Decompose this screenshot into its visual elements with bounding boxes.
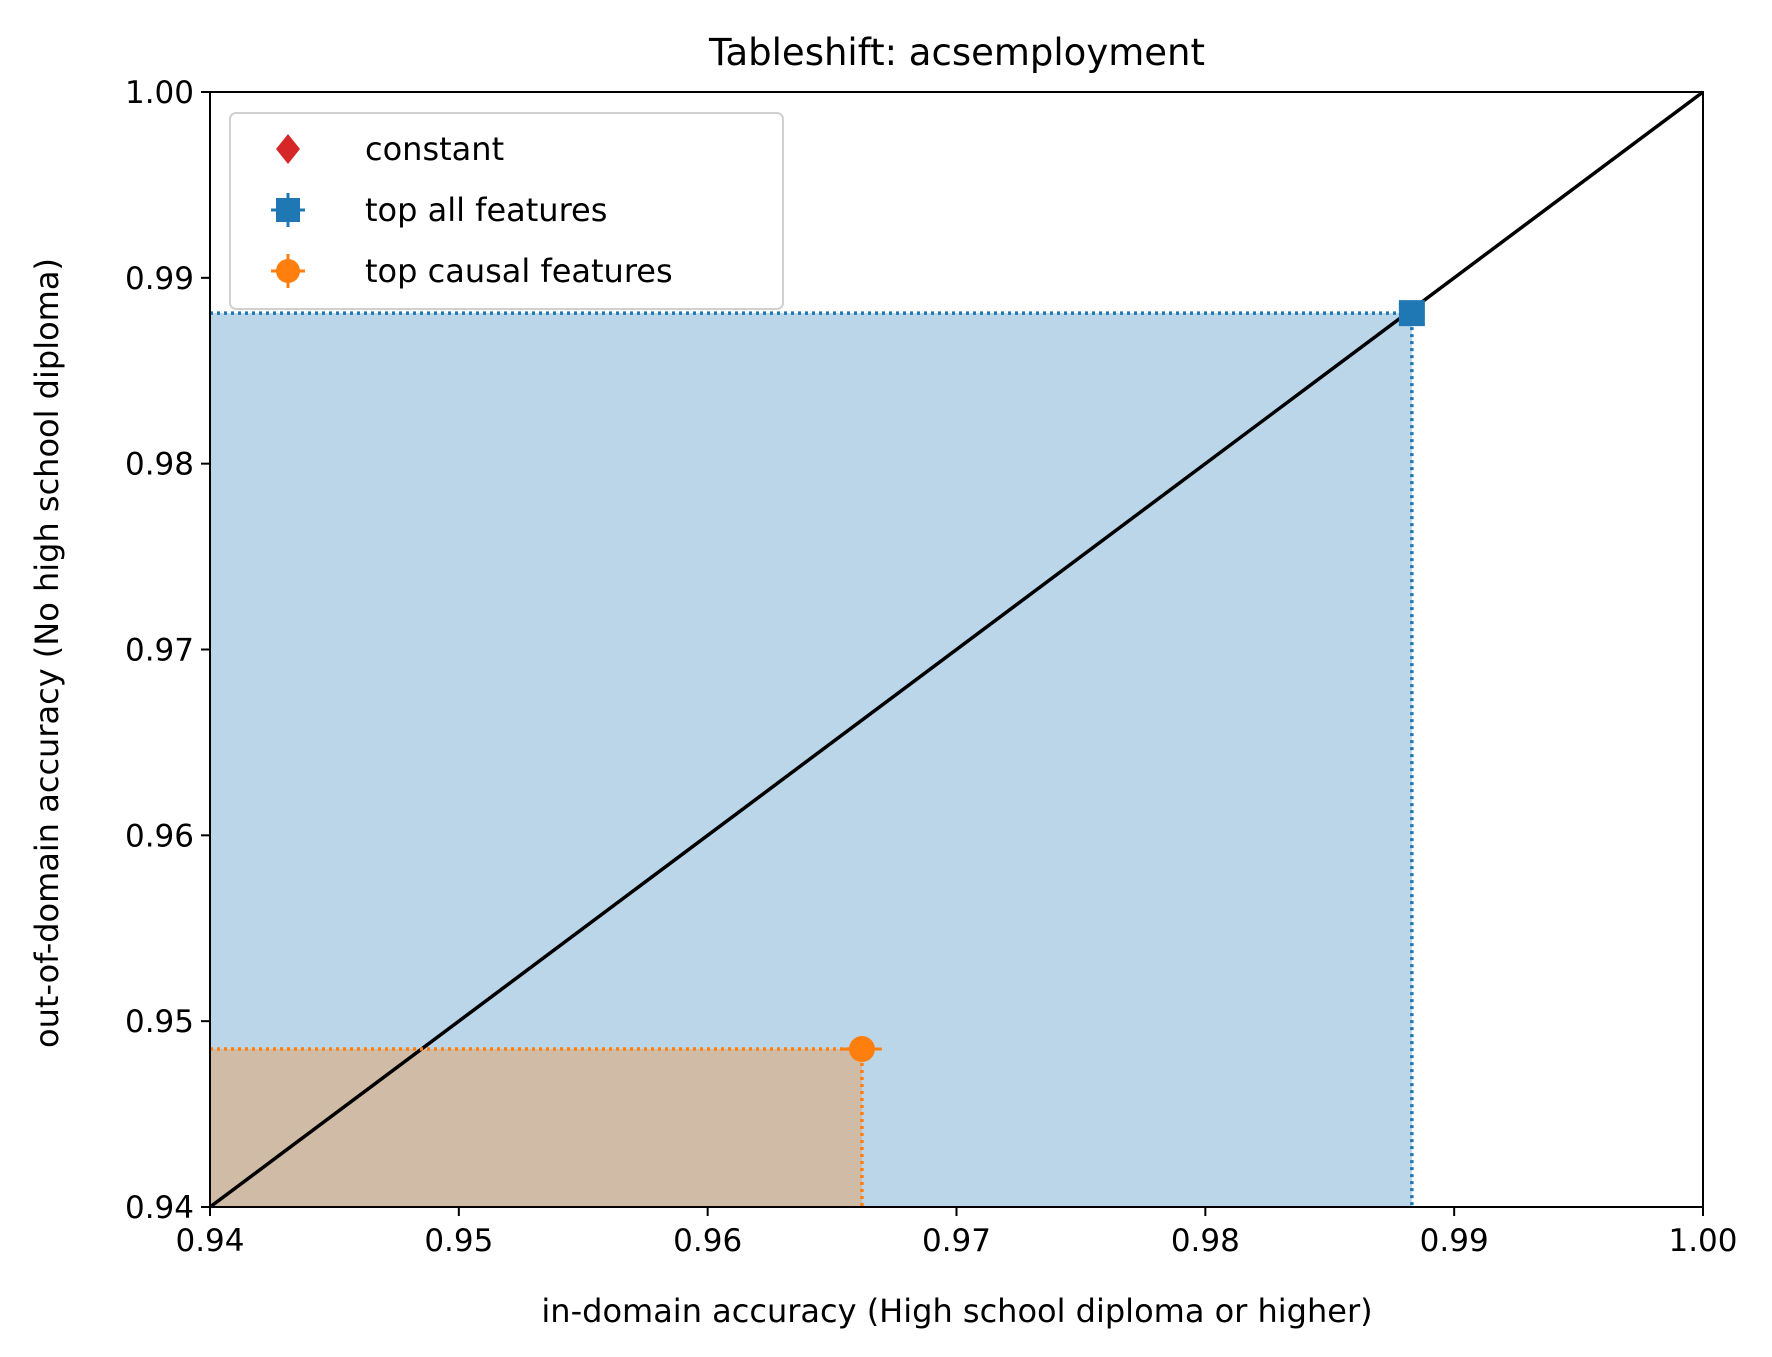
legend-marker-2 — [276, 259, 300, 283]
legend-box — [229, 112, 784, 310]
x-tick-label-5: 0.99 — [1420, 1223, 1489, 1259]
x-tick-label-6: 1.00 — [1668, 1223, 1737, 1259]
y-tick-label-2: 0.96 — [125, 818, 194, 854]
axes: 0.94 0.95 0.96 0.97 0.98 0.99 1.00 0.94 0.95 0.96… — [125, 75, 1738, 1259]
data-point-1-0 — [848, 1036, 875, 1063]
y-tick-label-3: 0.97 — [125, 633, 194, 669]
x-tick-label-0: 0.94 — [175, 1223, 244, 1259]
y-axis-label: out-of-domain accuracy (No high school d… — [28, 258, 66, 1048]
chart-title: Tableshift: acsemployment — [708, 31, 1205, 74]
legend-label-0: constant — [365, 130, 504, 168]
legend-label-1: top all features — [365, 191, 607, 229]
x-axis-label: in-domain accuracy (High school diploma … — [541, 1292, 1372, 1330]
legend: constant top all features top causal featu… — [229, 112, 784, 310]
y-tick-label-5: 0.99 — [125, 261, 194, 297]
x-tick-label-3: 0.97 — [922, 1223, 991, 1259]
shaded-region-1-0 — [210, 1049, 862, 1207]
y-tick-label-1: 0.95 — [125, 1004, 194, 1040]
y-tick-label-6: 1.00 — [125, 75, 194, 111]
x-tick-label-2: 0.96 — [673, 1223, 742, 1259]
data-point-0-0 — [1398, 300, 1425, 327]
x-tick-label-1: 0.95 — [424, 1223, 493, 1259]
diagonal-line — [208, 90, 1705, 1209]
legend-marker-0 — [276, 134, 300, 164]
y-tick-label-4: 0.98 — [125, 447, 194, 483]
legend-label-2: top causal features — [365, 252, 673, 290]
y-tick-label-0: 0.94 — [125, 1190, 194, 1226]
legend-marker-1 — [276, 198, 300, 222]
x-tick-label-4: 0.98 — [1171, 1223, 1240, 1259]
plot-area — [208, 90, 1705, 1209]
